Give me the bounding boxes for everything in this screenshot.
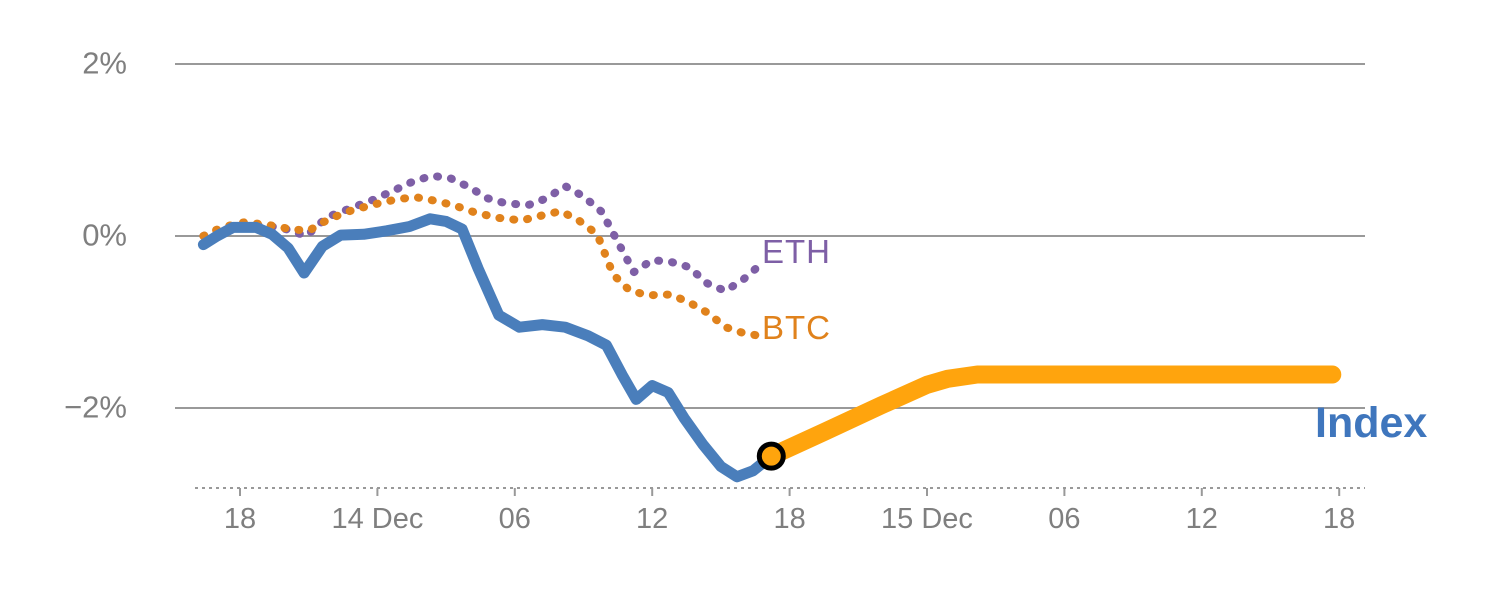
x-axis-label: 06 — [1048, 503, 1081, 535]
y-axis-label: −2% — [64, 389, 127, 425]
x-axis-label: 12 — [636, 503, 669, 535]
x-axis-label: 18 — [1323, 503, 1356, 535]
series-label-btc: BTC — [762, 309, 831, 346]
x-axis-label: 18 — [773, 503, 806, 535]
y-axis-label: 0% — [82, 217, 127, 253]
series-label-index: Index — [1315, 399, 1428, 447]
y-axis-label: 2% — [82, 45, 127, 81]
x-axis-label: 14 Dec — [331, 503, 424, 535]
x-axis-label: 12 — [1185, 503, 1218, 535]
series-label-eth: ETH — [762, 233, 831, 270]
x-axis-label: 06 — [498, 503, 531, 535]
x-axis-label: 18 — [223, 503, 257, 535]
x-axis-label: 15 Dec — [881, 503, 973, 535]
